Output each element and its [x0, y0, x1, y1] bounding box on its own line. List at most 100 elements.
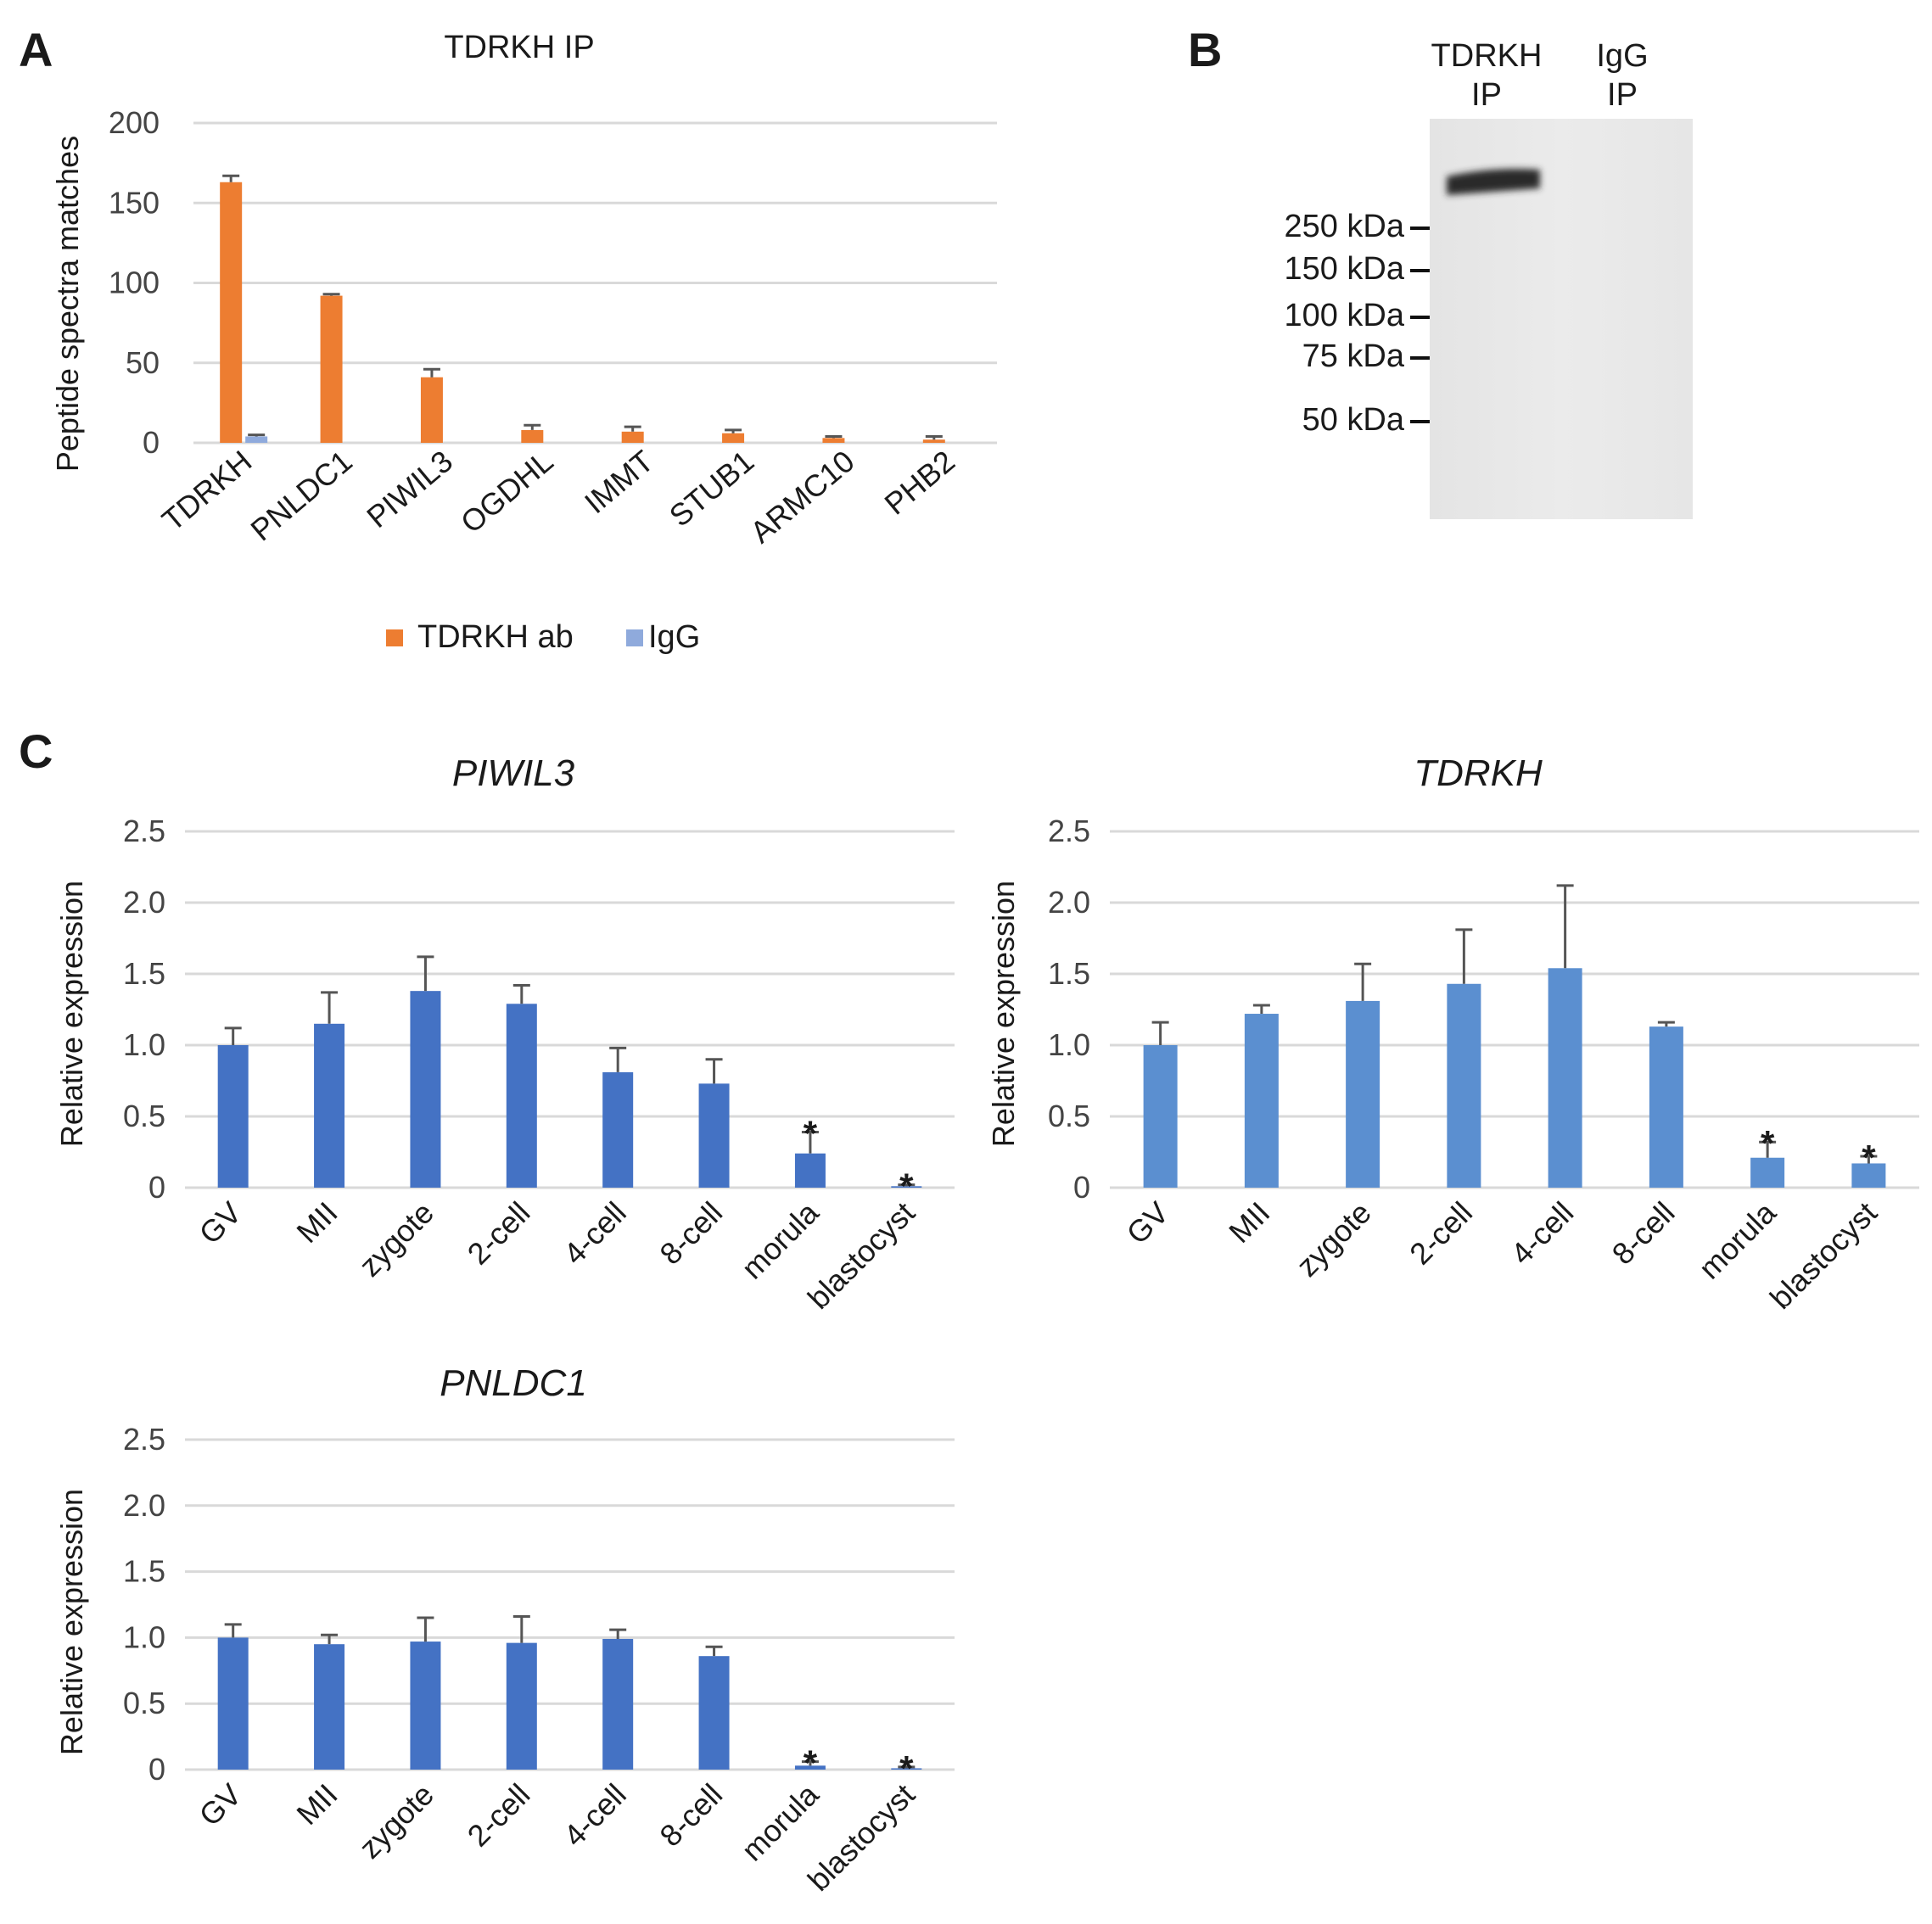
y-tick-A-1: 50: [126, 345, 160, 380]
error-bar-C3-0-5: [705, 1645, 723, 1657]
category-label-A-5: STUB1: [663, 444, 760, 534]
error-bar-C2-0-7: [1860, 1155, 1878, 1164]
y-tick-C3-3: 1.5: [123, 1554, 165, 1589]
error-bar-C1-0-3: [512, 983, 530, 1004]
bar-A-tdrkh-ab-piwil3: [420, 377, 443, 443]
category-label-C1-2: zygote: [352, 1195, 440, 1284]
y-tick-C2-3: 1.5: [1048, 956, 1090, 991]
category-label-C3-7: blastocyst: [801, 1777, 921, 1898]
y-tick-C1-2: 1.0: [123, 1027, 165, 1062]
tdrkh-band: [1447, 169, 1540, 195]
bar-C1-piwil3-4-cell: [602, 1071, 634, 1188]
marker-150-kda: 150 kDa: [1284, 251, 1404, 287]
error-bar-A-0-1: [322, 293, 340, 296]
tdrkh-chart-title: TDRKH: [1414, 752, 1543, 794]
error-bar-A-0-2: [423, 367, 440, 378]
bar-A-tdrkh-ab-stub1: [722, 433, 745, 443]
y-tick-C3-0: 0: [148, 1752, 165, 1787]
error-bar-C2-0-2: [1354, 962, 1372, 1001]
category-label-C3-3: 2-cell: [461, 1777, 537, 1854]
significance-C3-7: *: [899, 1748, 914, 1788]
bar-A-tdrkh-ab-tdrkh: [220, 182, 243, 443]
category-label-C2-7: blastocyst: [1763, 1195, 1884, 1316]
panel-c-piwil3-chart: C PIWIL3 Relative expression 0 0.5 1.0 1.5 2…: [19, 724, 955, 1316]
lane-1-label-line1: TDRKH: [1431, 38, 1543, 74]
bar-C3-pnldc1-blastocyst: [891, 1768, 922, 1770]
y-tick-C2-1: 0.5: [1048, 1099, 1090, 1133]
panel-a-legend: TDRKH ab IgG: [386, 619, 700, 655]
category-label-C1-0: GV: [193, 1195, 249, 1251]
y-tick-C1-0: 0: [148, 1170, 165, 1205]
marker-75-kda: 75 kDa: [1302, 338, 1405, 374]
y-tick-C3-4: 2.0: [123, 1488, 165, 1523]
bar-C3-pnldc1-morula: [794, 1765, 826, 1770]
bar-A-tdrkh-ab-ogdhl: [521, 429, 544, 443]
bar-C3-pnldc1-gv: [217, 1637, 249, 1770]
significance-C2-6: *: [1761, 1123, 1775, 1163]
error-bar-C1-0-1: [321, 991, 339, 1024]
marker-100-kda: 100 kDa: [1284, 298, 1404, 333]
bar-A-tdrkh-ab-phb2: [922, 439, 945, 443]
bar-C2-tdrkh-zygote: [1346, 1000, 1380, 1188]
bar-A-tdrkh-ab-pnldc1: [320, 295, 343, 443]
panel-a-label: A: [19, 23, 53, 76]
error-bar-C1-0-5: [705, 1058, 723, 1084]
error-bar-C3-0-4: [609, 1628, 627, 1639]
lane-1-label-line2: IP: [1471, 77, 1502, 113]
bar-C2-tdrkh-4-cell: [1548, 968, 1582, 1188]
category-label-C3-6: morula: [735, 1776, 826, 1867]
panel-c-pnldc1-chart: PNLDC1 Relative expression 0 0.5 1.0 1.5 2.0…: [54, 1362, 955, 1898]
category-label-C2-2: zygote: [1290, 1195, 1378, 1284]
bar-C3-pnldc1-zygote: [410, 1642, 441, 1770]
panel-c-tdrkh-chart: TDRKH Relative expression 0 0.5 1.0 1.5 2.0 2…: [986, 752, 1919, 1316]
error-bar-C2-0-0: [1151, 1021, 1169, 1045]
bar-C2-tdrkh-2-cell: [1447, 983, 1481, 1188]
bar-C1-piwil3-mii: [314, 1023, 345, 1188]
significance-C1-6: *: [804, 1113, 818, 1153]
error-bar-C1-0-4: [609, 1046, 627, 1072]
significance-C2-7: *: [1862, 1138, 1876, 1177]
bar-A-igg-tdrkh: [245, 436, 268, 443]
error-bar-A-1-0: [248, 433, 266, 437]
y-tick-C3-2: 1.0: [123, 1619, 165, 1654]
error-bar-A-0-4: [624, 425, 641, 432]
bar-A-tdrkh-ab-immt: [621, 431, 644, 443]
error-bar-A-0-7: [925, 434, 943, 440]
y-tick-C2-0: 0: [1073, 1170, 1090, 1205]
error-bar-C2-0-3: [1455, 928, 1473, 984]
error-bar-C3-0-6: [801, 1760, 819, 1766]
lane-2-label-line2: IP: [1607, 77, 1638, 113]
tdrkh-y-axis-label: Relative expression: [986, 881, 1021, 1147]
bar-C1-piwil3-gv: [217, 1045, 249, 1188]
legend-label-igg: IgG: [648, 619, 700, 655]
bar-C3-pnldc1-mii: [314, 1644, 345, 1770]
y-tick-C1-5: 2.5: [123, 814, 165, 848]
bar-C1-piwil3-blastocyst: [891, 1186, 922, 1188]
pnldc1-y-axis-label: Relative expression: [54, 1489, 89, 1755]
bar-C2-tdrkh-morula: [1750, 1157, 1785, 1188]
bar-C3-pnldc1-4-cell: [602, 1638, 634, 1770]
category-label-C1-5: 8-cell: [652, 1195, 729, 1272]
y-tick-A-4: 200: [109, 105, 160, 140]
bar-C1-piwil3-8-cell: [698, 1083, 730, 1188]
y-tick-A-0: 0: [143, 425, 160, 460]
y-tick-C2-5: 2.5: [1048, 814, 1090, 848]
y-tick-C1-4: 2.0: [123, 885, 165, 920]
category-label-A-0: TDRKH: [155, 444, 258, 538]
error-bar-A-0-0: [222, 174, 240, 182]
category-label-A-4: IMMT: [578, 444, 660, 521]
category-label-A-2: PIWIL3: [360, 444, 459, 534]
legend-swatch-igg: [626, 629, 643, 646]
category-label-C2-4: 4-cell: [1504, 1195, 1580, 1272]
error-bar-C2-0-5: [1657, 1021, 1675, 1027]
category-label-A-6: ARMC10: [743, 444, 860, 550]
category-label-C3-1: MII: [289, 1777, 344, 1832]
bar-C3-pnldc1-8-cell: [698, 1656, 730, 1770]
bar-C2-tdrkh-mii: [1244, 1014, 1279, 1188]
error-bar-C1-0-2: [417, 955, 434, 992]
category-label-C3-2: zygote: [352, 1777, 440, 1865]
panel-a-y-axis-label: Peptide spectra matches: [50, 136, 85, 472]
error-bar-A-0-6: [825, 434, 843, 439]
piwil3-chart-title: PIWIL3: [452, 752, 575, 794]
category-label-C3-4: 4-cell: [557, 1777, 633, 1854]
